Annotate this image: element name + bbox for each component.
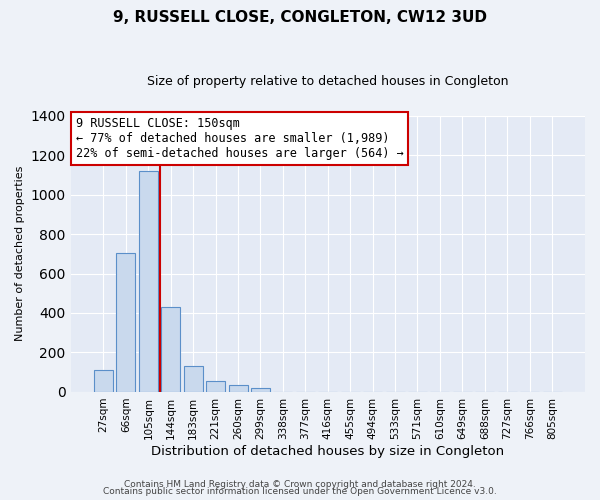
Bar [229, 386, 248, 392]
Text: Contains public sector information licensed under the Open Government Licence v3: Contains public sector information licen… [103, 487, 497, 496]
Bar [251, 388, 270, 392]
Bar [94, 370, 113, 392]
Bar [139, 171, 158, 392]
Bar [161, 307, 180, 392]
Bar [206, 380, 225, 392]
X-axis label: Distribution of detached houses by size in Congleton: Distribution of detached houses by size … [151, 444, 505, 458]
Text: 9 RUSSELL CLOSE: 150sqm
← 77% of detached houses are smaller (1,989)
22% of semi: 9 RUSSELL CLOSE: 150sqm ← 77% of detache… [76, 117, 403, 160]
Bar [184, 366, 203, 392]
Text: Contains HM Land Registry data © Crown copyright and database right 2024.: Contains HM Land Registry data © Crown c… [124, 480, 476, 489]
Y-axis label: Number of detached properties: Number of detached properties [15, 166, 25, 342]
Text: 9, RUSSELL CLOSE, CONGLETON, CW12 3UD: 9, RUSSELL CLOSE, CONGLETON, CW12 3UD [113, 10, 487, 25]
Title: Size of property relative to detached houses in Congleton: Size of property relative to detached ho… [147, 75, 509, 88]
Bar [116, 253, 136, 392]
